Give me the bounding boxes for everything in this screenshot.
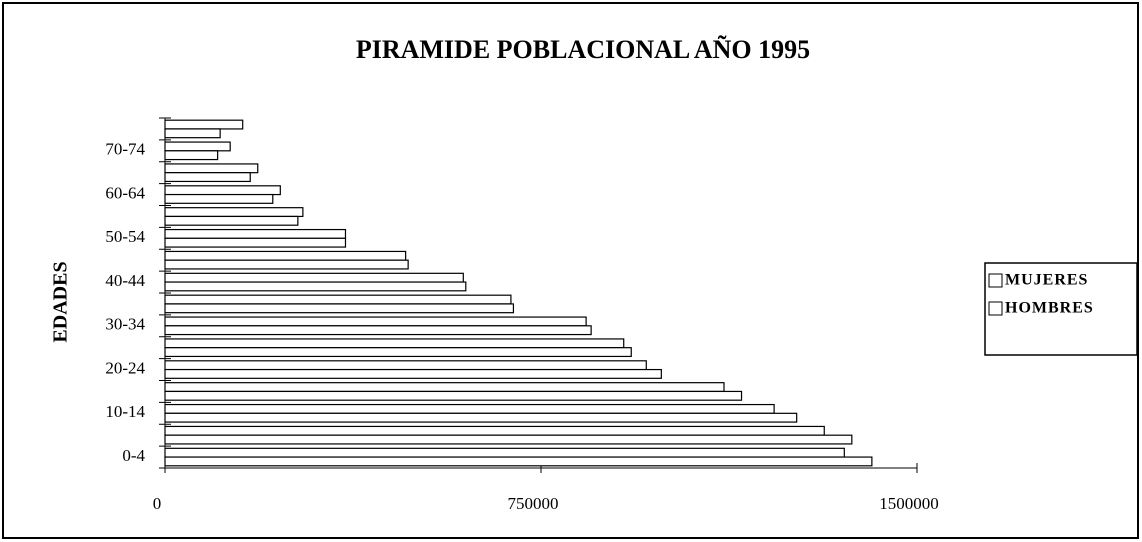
bar (164, 368, 662, 379)
y-axis-title: EDADES (50, 261, 72, 342)
y-tick-label: 30-34 (105, 315, 145, 334)
y-tick-label: 40-44 (105, 271, 145, 290)
bar (164, 237, 347, 248)
bar (164, 185, 281, 196)
y-tick-label: 70-74 (105, 140, 145, 159)
legend-label: MUJERES (1005, 272, 1088, 289)
y-tick-label: 0-4 (122, 446, 145, 465)
bar (164, 193, 274, 204)
bar (164, 338, 625, 349)
bar (164, 272, 464, 283)
bar (164, 163, 259, 174)
y-tick-label: 10-14 (105, 402, 145, 421)
bar (164, 207, 304, 218)
bar (164, 434, 853, 445)
y-tick-label: 60-64 (105, 183, 145, 202)
bar (164, 119, 244, 130)
bar (164, 172, 251, 183)
bar (164, 456, 873, 467)
bar (164, 294, 512, 305)
bar (164, 228, 347, 239)
bar (164, 141, 231, 152)
bar (164, 215, 299, 226)
chart-title: PIRAMIDE POBLACIONAL AÑO 1995 (356, 35, 810, 64)
x-tick-label: 0 (153, 494, 162, 513)
x-tick-label: 750000 (508, 494, 559, 513)
bar (164, 128, 221, 139)
legend-swatch (988, 273, 1003, 288)
y-tick-label: 50-54 (105, 227, 145, 246)
bar (164, 390, 743, 401)
bar (164, 382, 725, 393)
bar (164, 316, 587, 327)
legend-label: HOMBRES (1005, 300, 1094, 317)
x-tick-label: 1500000 (879, 494, 939, 513)
bar (164, 425, 825, 436)
bar (164, 447, 845, 458)
legend-box (984, 262, 1138, 356)
legend-swatch (988, 301, 1003, 316)
bar (164, 303, 515, 314)
bar (164, 360, 647, 371)
bar (164, 281, 467, 292)
bar (164, 259, 409, 270)
bar (164, 150, 219, 161)
bar (164, 250, 407, 261)
bar (164, 347, 632, 358)
bar (164, 325, 592, 336)
bar (164, 412, 798, 423)
bar (164, 403, 775, 414)
y-tick-label: 20-24 (105, 358, 145, 377)
